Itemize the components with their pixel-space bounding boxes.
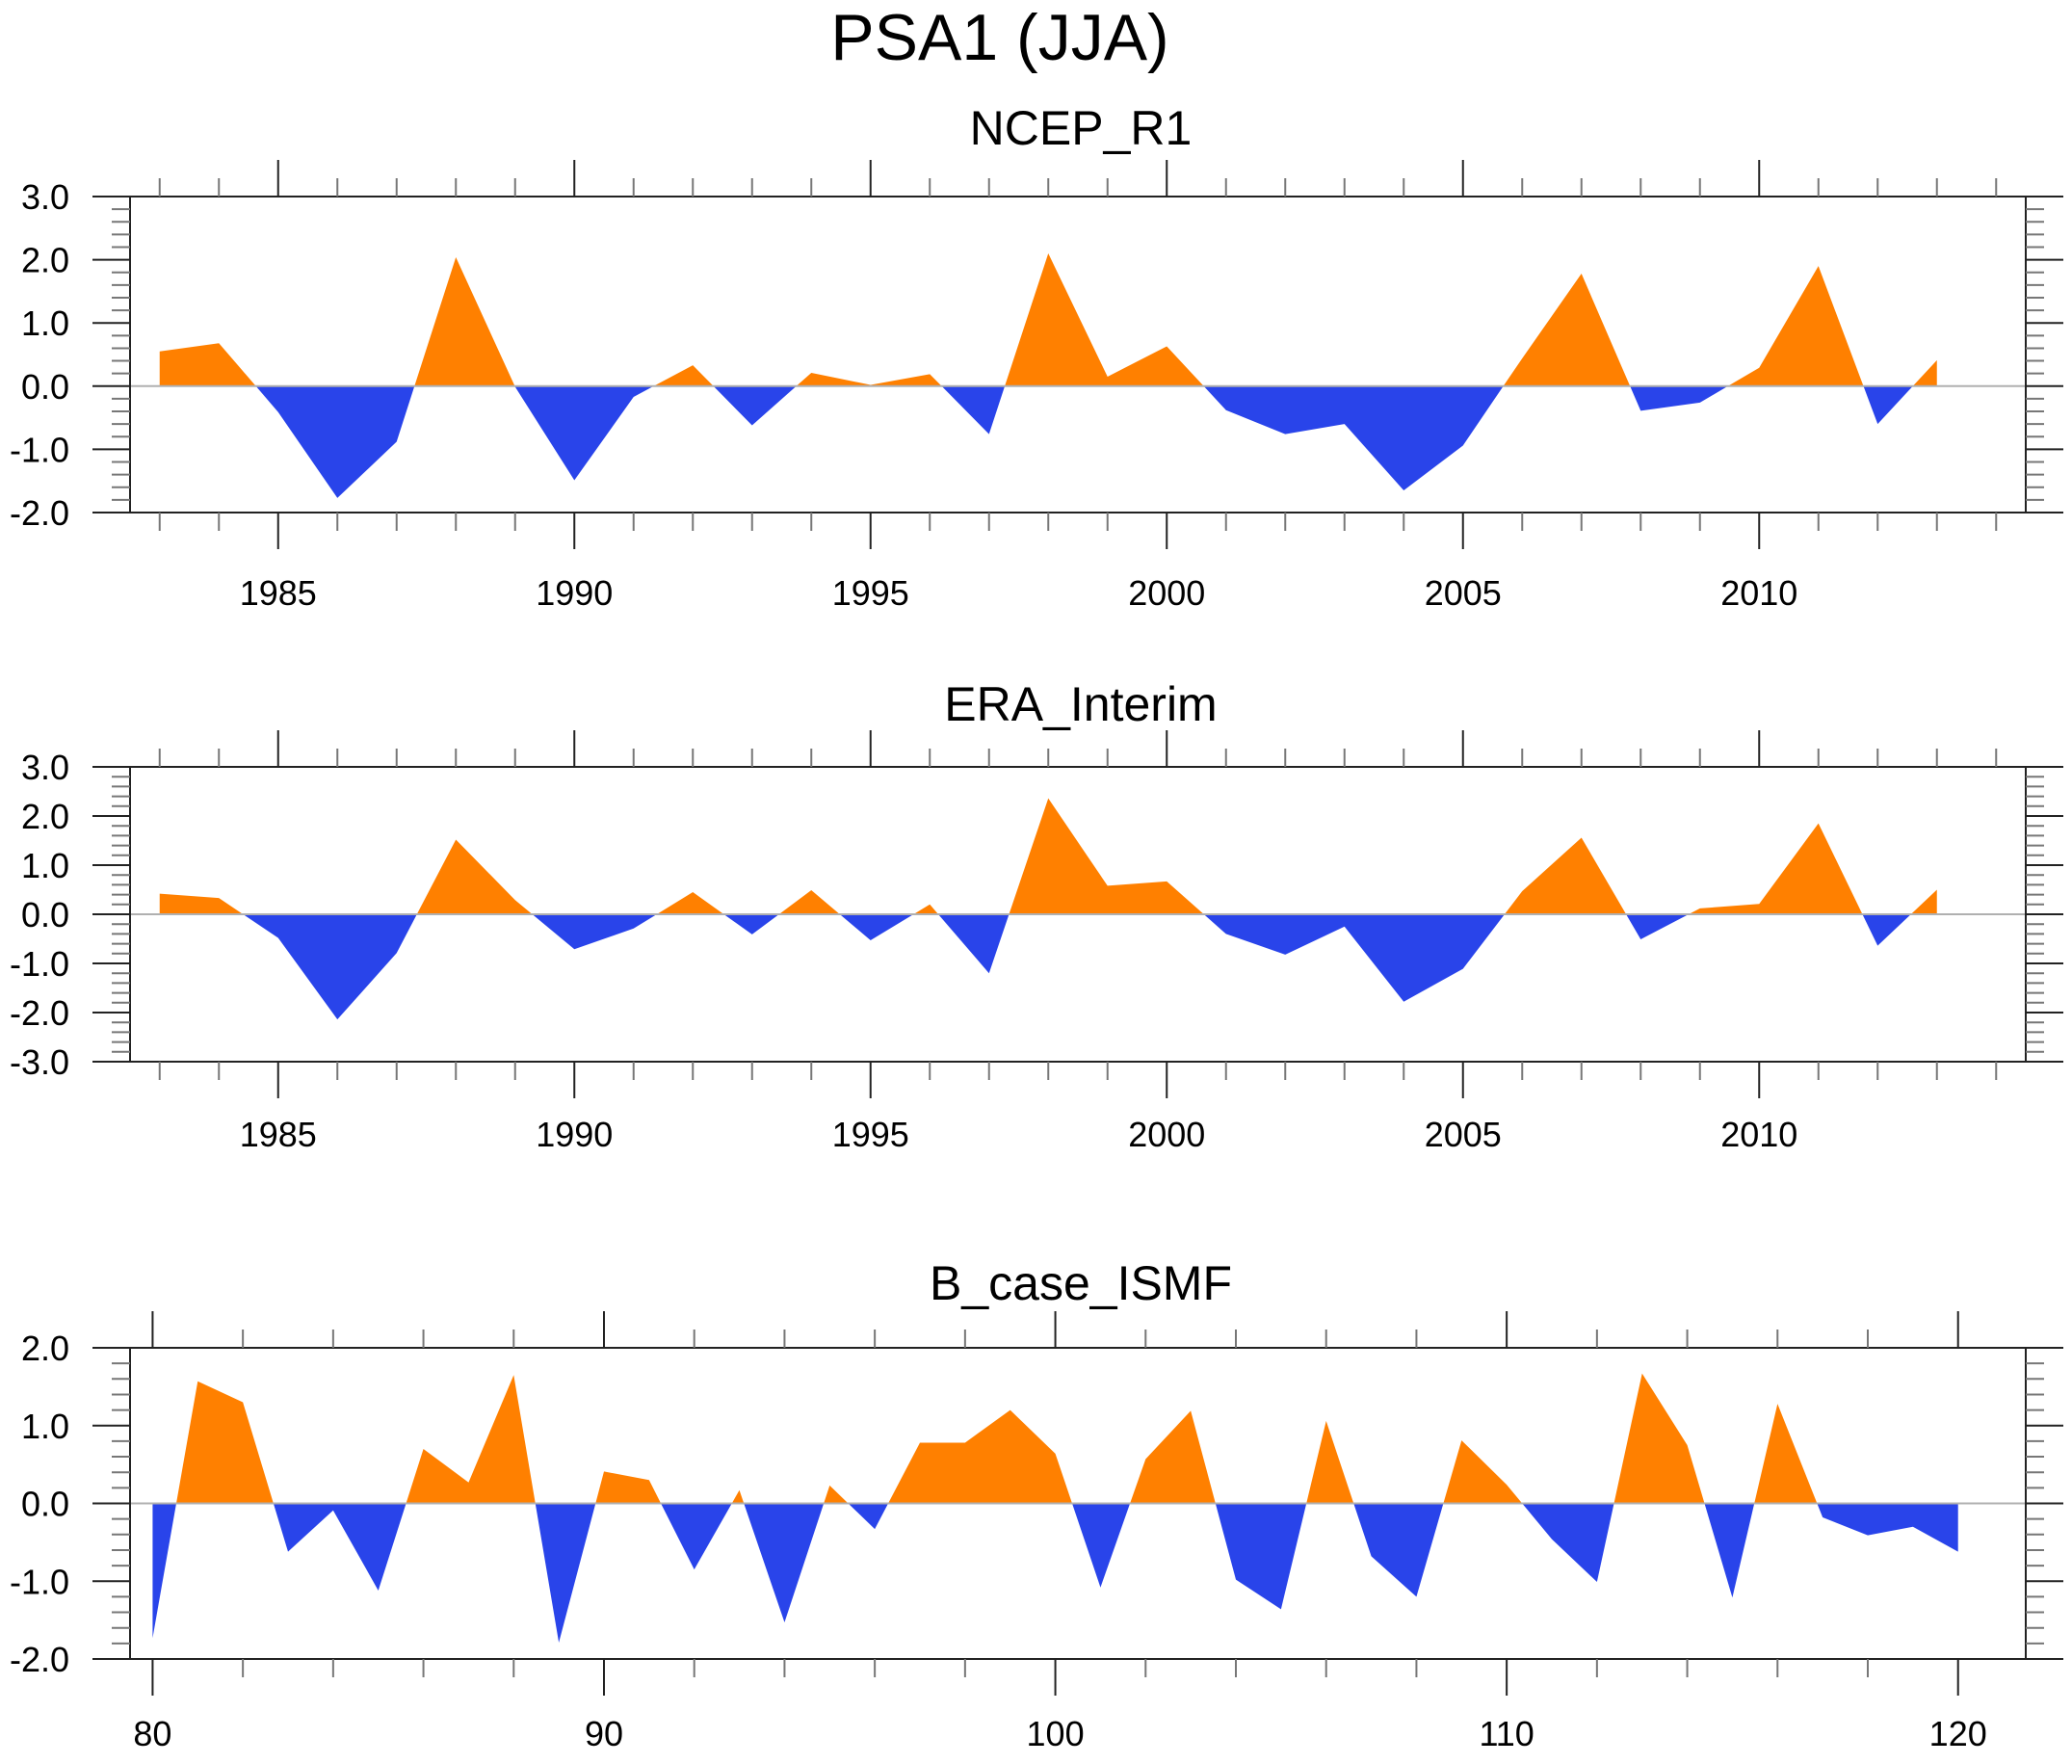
y-tick-label: -1.0: [10, 944, 69, 984]
y-tick-label: 0.0: [21, 1485, 69, 1524]
panel-ncep: NCEP_R1 1985 1990 1995 2000 2005 2010 3.0 2.0 1.…: [10, 101, 2063, 613]
x-tick-label: 1985: [240, 1115, 317, 1154]
y-tick-label: -1.0: [10, 1562, 69, 1601]
x-tick-label: 110: [1479, 1714, 1534, 1753]
y-tick-label: 3.0: [21, 748, 69, 787]
y-tick-label: -2.0: [10, 993, 69, 1033]
y-tick-label: -3.0: [10, 1042, 69, 1082]
x-tick-label: 80: [133, 1714, 171, 1753]
x-tick-label: 1995: [832, 573, 909, 613]
x-tick-label: 2010: [1720, 1115, 1797, 1154]
y-tick-label: 0.0: [21, 367, 69, 407]
y-tick-label: 3.0: [21, 177, 69, 217]
y-tick-label: -2.0: [10, 1640, 69, 1679]
panel-title-ncep: NCEP_R1: [970, 101, 1193, 155]
x-tick-label: 2005: [1425, 573, 1502, 613]
positive-area: [152, 1373, 1958, 1504]
negative-area: [159, 385, 1937, 498]
x-tick-label: 100: [1027, 1714, 1085, 1753]
panel-title-b-case-ismf: B_case_ISMF: [930, 1256, 1232, 1310]
positive-area: [159, 798, 1937, 914]
y-tick-label: 1.0: [21, 303, 69, 343]
y-tick-label: 0.0: [21, 895, 69, 935]
y-tick-label: 2.0: [21, 797, 69, 836]
positive-area: [159, 253, 1937, 386]
y-tick-label: 1.0: [21, 1407, 69, 1446]
x-tick-label: 1990: [536, 573, 613, 613]
y-tick-label: 2.0: [21, 241, 69, 280]
x-tick-label: 120: [1929, 1714, 1987, 1753]
y-tick-label: -1.0: [10, 430, 69, 469]
y-tick-label: -2.0: [10, 493, 69, 533]
panel-title-era-interim: ERA_Interim: [944, 677, 1217, 731]
panel-b-case-ismf: B_case_ISMF 80 90 100 110 120 2.0 1.0 0.0 -1.0 -2…: [10, 1256, 2063, 1753]
y-tick-label: 1.0: [21, 846, 69, 885]
y-tick-label: 2.0: [21, 1329, 69, 1368]
figure-title: PSA1 (JJA): [830, 1, 1168, 74]
x-tick-label: 2005: [1425, 1115, 1502, 1154]
x-tick-label: 2000: [1128, 573, 1205, 613]
x-tick-label: 1990: [536, 1115, 613, 1154]
x-tick-label: 1995: [832, 1115, 909, 1154]
negative-area: [159, 914, 1937, 1020]
x-tick-label: 90: [585, 1714, 623, 1753]
x-tick-label: 2000: [1128, 1115, 1205, 1154]
x-tick-label: 1985: [240, 573, 317, 613]
x-tick-label: 2010: [1720, 573, 1797, 613]
negative-area: [152, 1503, 1958, 1644]
panel-era-interim: ERA_Interim 1985 1990 1995 2000 2005 2010 3.0 2…: [10, 677, 2063, 1154]
